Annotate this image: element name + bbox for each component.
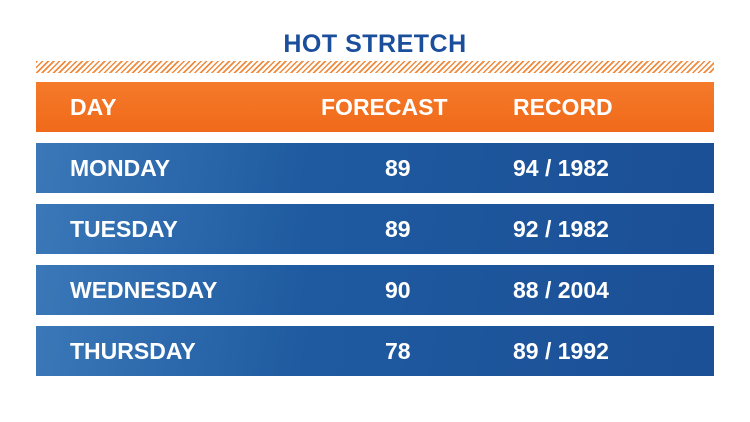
record-cell: 94 / 1982 [513,155,609,181]
table-row-tuesday: TUESDAY 89 92 / 1982 [36,204,714,254]
forecast-cell: 89 [385,155,411,181]
table-row-monday: MONDAY 89 94 / 1982 [36,143,714,193]
header-forecast: FORECAST [321,94,448,120]
day-cell: THURSDAY [70,338,196,364]
table-row-wednesday: WEDNESDAY 90 88 / 2004 [36,265,714,315]
table-title: HOT STRETCH [283,30,467,58]
table-row-thursday: THURSDAY 78 89 / 1992 [36,326,714,376]
header-day: DAY [70,94,117,120]
record-cell: 89 / 1992 [513,338,609,364]
record-cell: 88 / 2004 [513,277,609,303]
forecast-cell: 90 [385,277,411,303]
day-cell: WEDNESDAY [70,277,218,303]
forecast-cell: 89 [385,216,411,242]
day-cell: MONDAY [70,155,171,181]
table-header-row: DAY FORECAST RECORD [36,82,714,132]
day-cell: TUESDAY [70,216,178,242]
record-cell: 92 / 1982 [513,216,609,242]
forecast-cell: 78 [385,338,411,364]
header-record: RECORD [513,94,613,120]
hatched-divider [36,61,714,73]
